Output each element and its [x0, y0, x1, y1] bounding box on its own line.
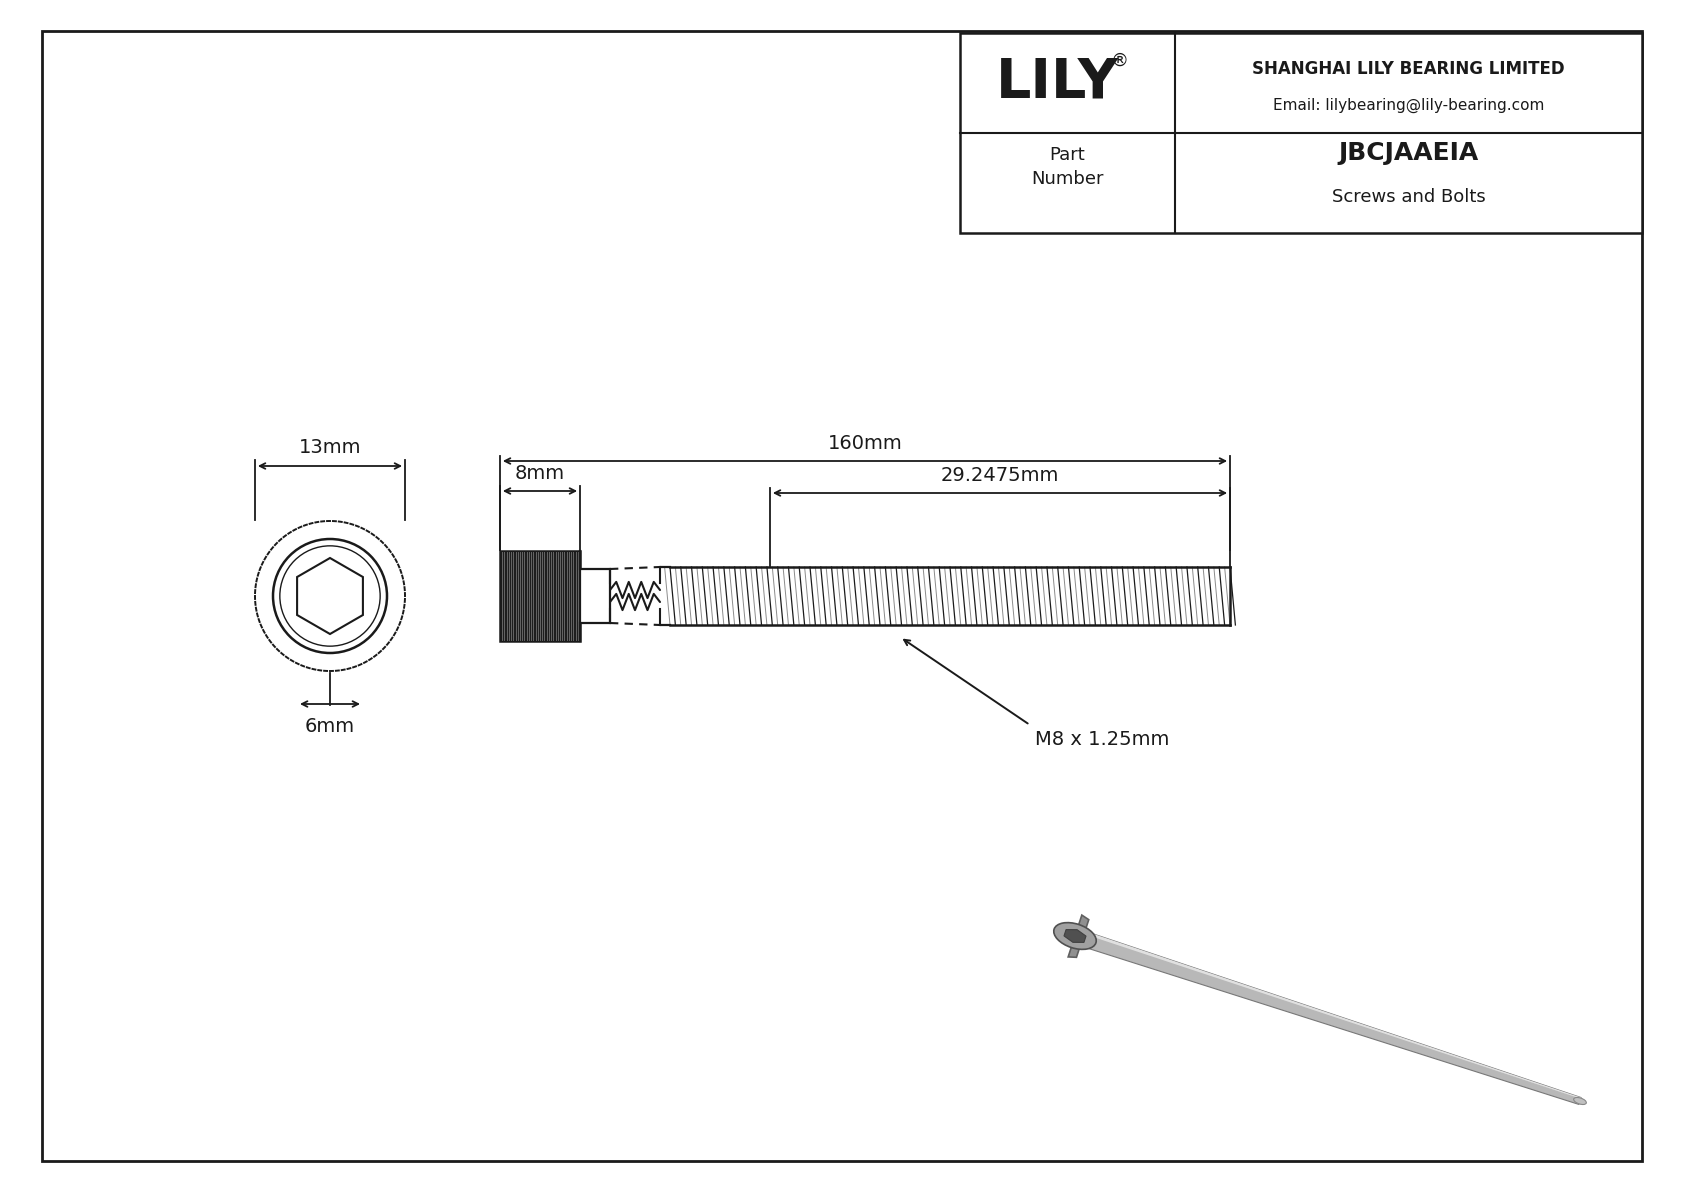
Text: Email: lilybearing@lily-bearing.com: Email: lilybearing@lily-bearing.com — [1273, 98, 1544, 113]
Text: ®: ® — [1110, 52, 1128, 70]
Polygon shape — [1076, 929, 1581, 1099]
Text: 29.2475mm: 29.2475mm — [941, 466, 1059, 485]
Text: M8 x 1.25mm: M8 x 1.25mm — [1036, 730, 1169, 749]
Text: Part
Number: Part Number — [1031, 146, 1103, 188]
Text: 13mm: 13mm — [298, 438, 362, 457]
Text: JBCJAAEIA: JBCJAAEIA — [1339, 141, 1479, 166]
Polygon shape — [1073, 929, 1581, 1104]
Ellipse shape — [1573, 1097, 1586, 1104]
Text: SHANGHAI LILY BEARING LIMITED: SHANGHAI LILY BEARING LIMITED — [1253, 60, 1564, 77]
Polygon shape — [296, 559, 364, 634]
Circle shape — [280, 545, 381, 647]
Circle shape — [273, 540, 387, 653]
Bar — [500, 551, 579, 641]
Text: LILY: LILY — [995, 56, 1118, 110]
Bar — [579, 569, 610, 623]
Polygon shape — [1064, 930, 1086, 942]
Bar — [960, 33, 1642, 233]
Polygon shape — [1068, 915, 1090, 958]
Text: 160mm: 160mm — [827, 434, 903, 453]
Ellipse shape — [1054, 923, 1096, 949]
Text: 6mm: 6mm — [305, 717, 355, 736]
Text: Screws and Bolts: Screws and Bolts — [1332, 188, 1485, 206]
Text: 8mm: 8mm — [515, 464, 566, 484]
